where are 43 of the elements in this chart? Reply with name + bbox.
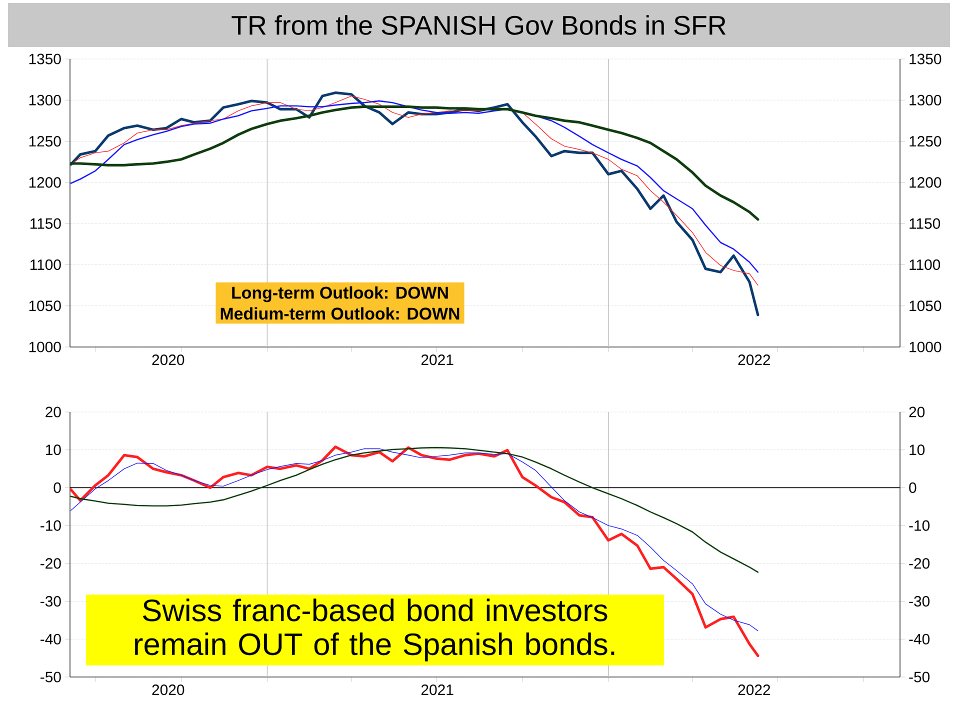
x-tick-label: 2022 — [738, 684, 770, 696]
y-tick-label: 1350 — [29, 54, 61, 64]
y-tick-label: -30 — [40, 596, 61, 607]
y2-tick-label: 20 — [909, 406, 925, 418]
y-tick-label: 10 — [46, 444, 61, 456]
y2-tick-label: -10 — [909, 520, 930, 531]
y-tick-label: 1200 — [29, 177, 61, 188]
y2-tick-label: 1150 — [910, 218, 940, 229]
annotation: Medium-term Outlook: DOWN — [220, 307, 460, 320]
y2-tick-label: -20 — [909, 558, 930, 569]
y-tick-label: 1100 — [30, 259, 61, 270]
y2-tick-label: -30 — [909, 596, 930, 607]
y-tick-label: -50 — [40, 672, 61, 682]
x-tick-label: 2021 — [421, 684, 454, 696]
y2-tick-label: 1350 — [910, 54, 942, 64]
y2-tick-label: -40 — [909, 634, 930, 644]
y-tick-label: 0 — [54, 482, 61, 493]
x-tick-label: 2021 — [421, 354, 454, 366]
y2-tick-label: -50 — [909, 672, 930, 682]
y-tick-label: 1300 — [29, 94, 61, 106]
y2-tick-label: 10 — [910, 444, 925, 456]
x-tick-label: 2022 — [738, 354, 770, 366]
y-tick-label: 1250 — [29, 136, 61, 147]
y-tick-label: -40 — [40, 634, 61, 644]
y2-tick-label: 1000 — [910, 342, 942, 352]
y2-tick-label: 0 — [909, 482, 916, 493]
y-tick-label: 1000 — [29, 342, 61, 352]
y2-tick-label: 1250 — [910, 136, 942, 147]
line-series — [70, 446, 759, 573]
chart-title: TR from the SPANISH Gov Bonds in SFR — [232, 15, 726, 35]
y-tick-label: -20 — [40, 558, 61, 569]
y-tick-label: 20 — [46, 406, 61, 418]
annotation: Long-term Outlook: DOWN — [232, 286, 448, 302]
y-tick-label: 1150 — [30, 218, 61, 229]
y-tick-label: -10 — [40, 520, 61, 531]
x-tick-label: 2020 — [152, 354, 184, 366]
y-tick-label: 1050 — [29, 300, 61, 312]
y2-tick-label: 1300 — [910, 94, 942, 106]
y2-tick-label: 1200 — [910, 177, 942, 188]
annotation: Swiss franc-based bond investors remain OUT of the Spanish bonds. — [135, 598, 614, 662]
y2-tick-label: 1050 — [910, 300, 942, 312]
y2-tick-label: 1100 — [910, 259, 940, 270]
x-tick-label: 2020 — [152, 684, 184, 696]
